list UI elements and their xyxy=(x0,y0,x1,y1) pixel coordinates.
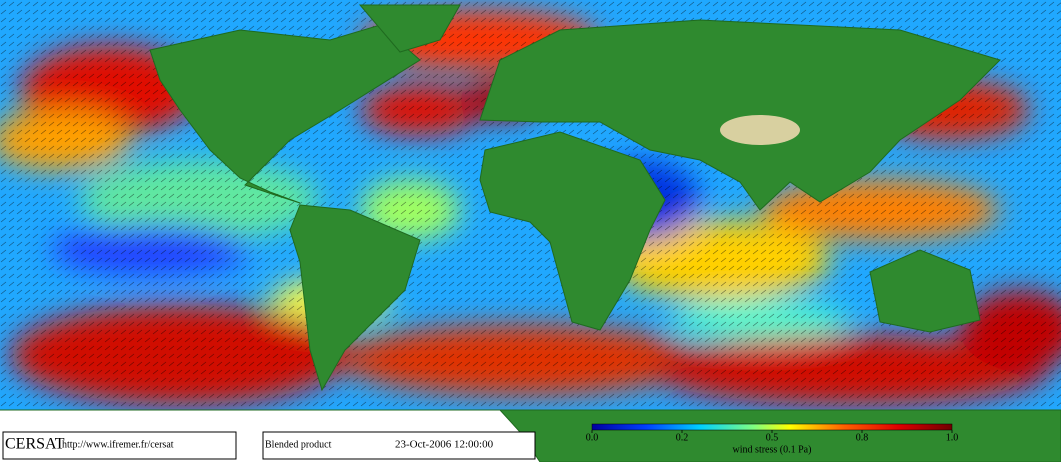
logo: CERSAT xyxy=(5,436,65,453)
north-america xyxy=(149,24,421,204)
eurasia xyxy=(479,19,1001,211)
url: http://www.ifremer.fr/cersat xyxy=(62,439,174,450)
credit-box xyxy=(2,431,237,460)
colorbar-tick-label: 0.2 xyxy=(676,432,689,443)
colorbar-tick-label: 0.5 xyxy=(766,432,779,443)
greenland xyxy=(358,4,461,53)
colorbar-tick-label: 0.0 xyxy=(586,432,599,443)
date: 23-Oct-2006 12:00:00 xyxy=(395,439,494,451)
colorbar-tick-label: 1.0 xyxy=(946,432,959,443)
tibet-plateau xyxy=(720,115,800,145)
colorbar xyxy=(591,423,953,431)
australia xyxy=(869,249,981,333)
south-america xyxy=(289,204,421,392)
colorbar-label: wind stress (0.1 Pa) xyxy=(733,444,812,455)
product-box xyxy=(262,431,536,460)
colorbar-tick-label: 0.8 xyxy=(856,432,869,443)
land xyxy=(0,4,1061,462)
product: Blended product xyxy=(265,439,332,450)
africa xyxy=(479,131,666,331)
